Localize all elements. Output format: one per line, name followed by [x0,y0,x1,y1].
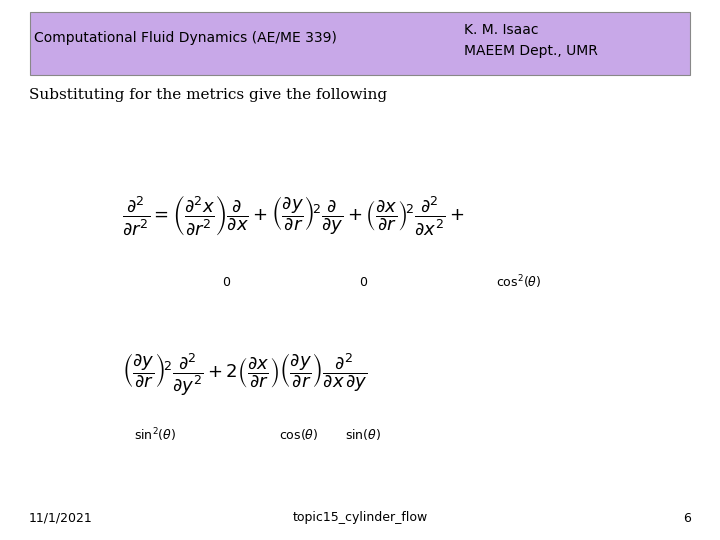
Polygon shape [30,12,690,75]
Text: Computational Fluid Dynamics (AE/ME 339): Computational Fluid Dynamics (AE/ME 339) [34,31,336,45]
Text: MAEEM Dept., UMR: MAEEM Dept., UMR [464,44,598,58]
Text: $\mathrm{cos}(\theta)$: $\mathrm{cos}(\theta)$ [279,428,318,442]
Text: $\mathrm{sin}^2(\theta)$: $\mathrm{sin}^2(\theta)$ [134,426,176,444]
Text: 6: 6 [683,511,691,524]
Text: $\mathrm{cos}^2(\theta)$: $\mathrm{cos}^2(\theta)$ [495,273,541,291]
Text: topic15_cylinder_flow: topic15_cylinder_flow [292,511,428,524]
Text: $0$: $0$ [359,275,368,288]
Text: $\mathrm{sin}(\theta)$: $\mathrm{sin}(\theta)$ [346,428,382,442]
Text: 11/1/2021: 11/1/2021 [29,511,93,524]
Text: $0$: $0$ [222,275,231,288]
Text: K. M. Isaac: K. M. Isaac [464,23,539,37]
Text: Substituting for the metrics give the following: Substituting for the metrics give the fo… [29,88,387,102]
Text: $\left(\dfrac{\partial y}{\partial r}\right)^{\!2}\dfrac{\partial^2}{\partial y^: $\left(\dfrac{\partial y}{\partial r}\ri… [122,352,368,399]
Text: $\dfrac{\partial^2}{\partial r^2} = \left(\dfrac{\partial^2 x}{\partial r^2}\rig: $\dfrac{\partial^2}{\partial r^2} = \lef… [122,193,465,237]
